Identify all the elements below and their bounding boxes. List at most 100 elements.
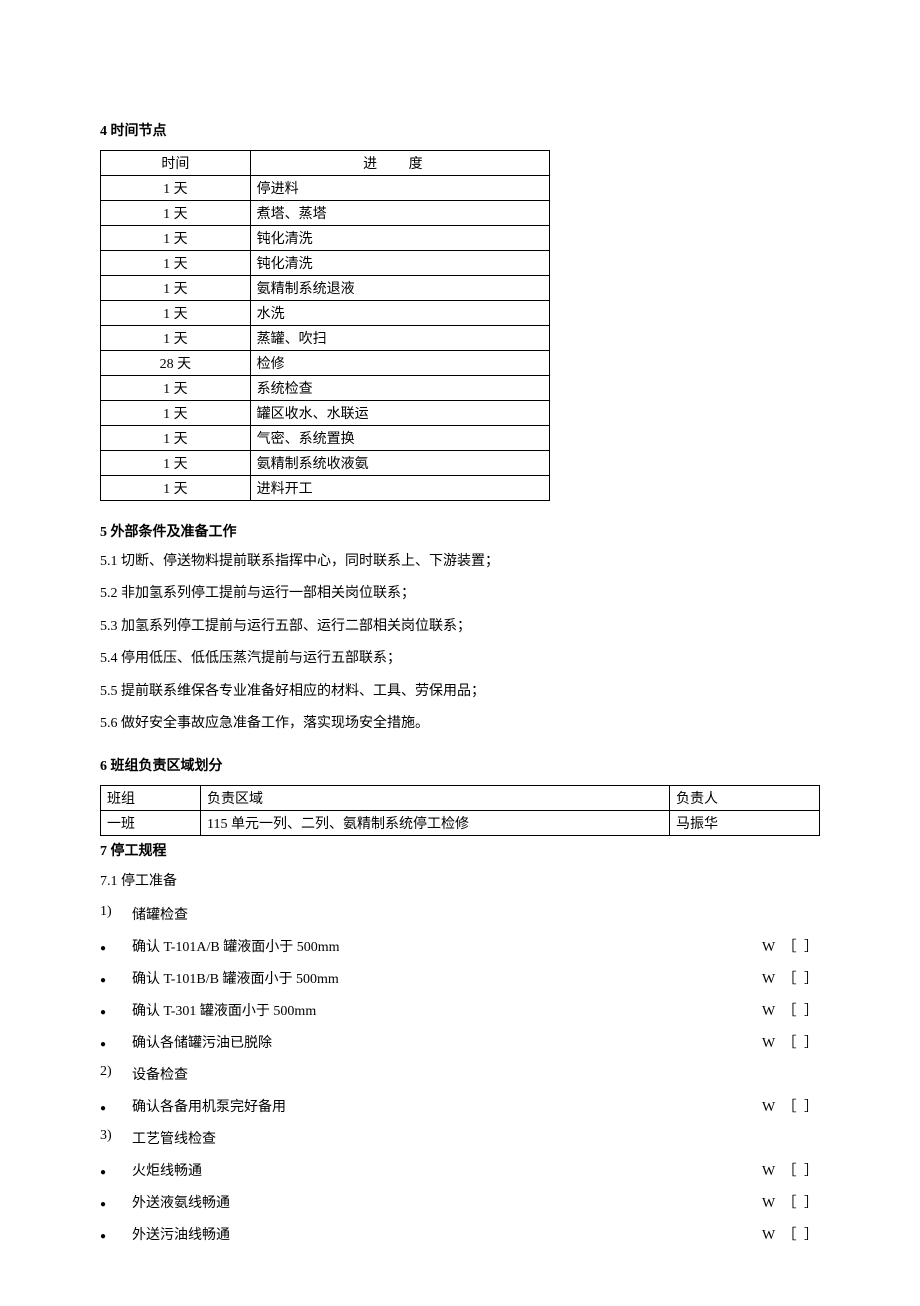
checklist-item-text: 确认 T-101A/B 罐液面小于 500mm [132, 936, 762, 956]
time-cell: 1 天 [101, 451, 251, 476]
table-row: 1 天钝化清洗 [101, 226, 550, 251]
checklist-checkbox[interactable]: W ［ ］ [762, 1160, 820, 1180]
time-cell: 1 天 [101, 276, 251, 301]
table-row: 1 天进料开工 [101, 476, 550, 501]
table-row: 1 天钝化清洗 [101, 251, 550, 276]
checklist-item-text: 确认 T-301 罐液面小于 500mm [132, 1000, 762, 1020]
table-row: 28 天检修 [101, 351, 550, 376]
bullet-icon: ● [100, 1199, 132, 1210]
time-table-header-time: 时间 [101, 151, 251, 176]
bullet-icon: ● [100, 943, 132, 954]
table-row: 1 天气密、系统置换 [101, 426, 550, 451]
checklist-item: ●确认 T-101A/B 罐液面小于 500mmW ［ ］ [100, 936, 820, 956]
team-cell: 115 单元一列、二列、氨精制系统停工检修 [201, 811, 670, 836]
table-row: 1 天水洗 [101, 301, 550, 326]
checklist-item: ●外送液氨线畅通W ［ ］ [100, 1192, 820, 1212]
table-row: 1 天氨精制系统收液氨 [101, 451, 550, 476]
bullet-icon: ● [100, 1167, 132, 1178]
table-row: 1 天氨精制系统退液 [101, 276, 550, 301]
checklist-group-number: 1) [100, 904, 132, 924]
time-table-body: 1 天停进料1 天煮塔、蒸塔1 天钝化清洗1 天钝化清洗1 天氨精制系统退液1 … [101, 176, 550, 501]
checklist-item-text: 火炬线畅通 [132, 1160, 762, 1180]
progress-cell: 气密、系统置换 [250, 426, 549, 451]
checklist-checkbox[interactable]: W ［ ］ [762, 1000, 820, 1020]
checklist-group: 2)设备检查 ●确认各备用机泵完好备用W ［ ］ [100, 1064, 820, 1116]
checklist-group-label: 设备检查 [132, 1064, 188, 1084]
checklist-checkbox[interactable]: W ［ ］ [762, 1192, 820, 1212]
bullet-icon: ● [100, 1103, 132, 1114]
bullet-icon: ● [100, 1039, 132, 1050]
checklist-item-text: 确认各备用机泵完好备用 [132, 1096, 762, 1116]
checklist-group-number: 2) [100, 1064, 132, 1084]
checklist-item-text: 确认各储罐污油已脱除 [132, 1032, 762, 1052]
checklist-checkbox[interactable]: W ［ ］ [762, 936, 820, 956]
progress-cell: 氨精制系统收液氨 [250, 451, 549, 476]
checklist-item-text: 外送污油线畅通 [132, 1224, 762, 1244]
list-item: 5.6 做好安全事故应急准备工作，落实现场安全措施。 [100, 713, 820, 735]
bullet-icon: ● [100, 975, 132, 986]
progress-cell: 蒸罐、吹扫 [250, 326, 549, 351]
time-cell: 1 天 [101, 176, 251, 201]
time-cell: 28 天 [101, 351, 251, 376]
section5-list: 5.1 切断、停送物料提前联系指挥中心，同时联系上、下游装置； 5.2 非加氢系列… [100, 551, 820, 735]
time-cell: 1 天 [101, 401, 251, 426]
table-row: 1 天停进料 [101, 176, 550, 201]
section7-sub: 7.1 停工准备 [100, 870, 820, 890]
time-table: 时间 进 度 1 天停进料1 天煮塔、蒸塔1 天钝化清洗1 天钝化清洗1 天氨精… [100, 150, 550, 501]
progress-cell: 罐区收水、水联运 [250, 401, 549, 426]
list-item: 5.5 提前联系维保各专业准备好相应的材料、工具、劳保用品； [100, 681, 820, 703]
time-cell: 1 天 [101, 251, 251, 276]
checklist-checkbox[interactable]: W ［ ］ [762, 1224, 820, 1244]
list-item: 5.4 停用低压、低低压蒸汽提前与运行五部联系； [100, 648, 820, 670]
time-cell: 1 天 [101, 226, 251, 251]
progress-cell: 检修 [250, 351, 549, 376]
checklist-group-header: 1)储罐检查 [100, 904, 820, 924]
time-cell: 1 天 [101, 301, 251, 326]
progress-cell: 进料开工 [250, 476, 549, 501]
checklist-item: ●确认各储罐污油已脱除W ［ ］ [100, 1032, 820, 1052]
section4-heading: 4 时间节点 [100, 120, 820, 140]
checklist-item-text: 确认 T-101B/B 罐液面小于 500mm [132, 968, 762, 988]
checklist-item: ●外送污油线畅通W ［ ］ [100, 1224, 820, 1244]
list-item: 5.2 非加氢系列停工提前与运行一部相关岗位联系； [100, 583, 820, 605]
table-row: 班组负责区域负责人 [101, 786, 820, 811]
progress-cell: 钝化清洗 [250, 226, 549, 251]
checklist-item: ●火炬线畅通W ［ ］ [100, 1160, 820, 1180]
team-header-cell: 负责人 [670, 786, 820, 811]
team-cell: 一班 [101, 811, 201, 836]
table-row: 1 天系统检查 [101, 376, 550, 401]
progress-cell: 系统检查 [250, 376, 549, 401]
section5-heading: 5 外部条件及准备工作 [100, 521, 820, 541]
table-row: 一班115 单元一列、二列、氨精制系统停工检修马振华 [101, 811, 820, 836]
checklist-checkbox[interactable]: W ［ ］ [762, 1096, 820, 1116]
checklist-item: ●确认 T-301 罐液面小于 500mmW ［ ］ [100, 1000, 820, 1020]
checklist-checkbox[interactable]: W ［ ］ [762, 1032, 820, 1052]
team-table: 班组负责区域负责人一班115 单元一列、二列、氨精制系统停工检修马振华 [100, 785, 820, 836]
time-cell: 1 天 [101, 426, 251, 451]
table-row: 1 天蒸罐、吹扫 [101, 326, 550, 351]
progress-cell: 水洗 [250, 301, 549, 326]
time-cell: 1 天 [101, 326, 251, 351]
section6-heading: 6 班组负责区域划分 [100, 755, 820, 775]
checklist-item-text: 外送液氨线畅通 [132, 1192, 762, 1212]
checklist-group-header: 3)工艺管线检查 [100, 1128, 820, 1148]
list-item: 5.3 加氢系列停工提前与运行五部、运行二部相关岗位联系； [100, 616, 820, 638]
list-item: 5.1 切断、停送物料提前联系指挥中心，同时联系上、下游装置； [100, 551, 820, 573]
progress-cell: 停进料 [250, 176, 549, 201]
progress-cell: 氨精制系统退液 [250, 276, 549, 301]
team-cell: 马振华 [670, 811, 820, 836]
checklist-item: ●确认各备用机泵完好备用W ［ ］ [100, 1096, 820, 1116]
checklist-checkbox[interactable]: W ［ ］ [762, 968, 820, 988]
section7-heading: 7 停工规程 [100, 840, 820, 860]
checklist-container: 1)储罐检查●确认 T-101A/B 罐液面小于 500mmW ［ ］●确认 T… [100, 904, 820, 1244]
team-header-cell: 班组 [101, 786, 201, 811]
time-cell: 1 天 [101, 376, 251, 401]
time-table-header-progress: 进 度 [250, 151, 549, 176]
checklist-group-label: 工艺管线检查 [132, 1128, 216, 1148]
team-header-cell: 负责区域 [201, 786, 670, 811]
time-cell: 1 天 [101, 476, 251, 501]
checklist-group: 1)储罐检查●确认 T-101A/B 罐液面小于 500mmW ［ ］●确认 T… [100, 904, 820, 1052]
checklist-group: 3)工艺管线检查●火炬线畅通W ［ ］●外送液氨线畅通W ［ ］●外送污油线畅通… [100, 1128, 820, 1244]
time-cell: 1 天 [101, 201, 251, 226]
checklist-group-header: 2)设备检查 [100, 1064, 820, 1084]
